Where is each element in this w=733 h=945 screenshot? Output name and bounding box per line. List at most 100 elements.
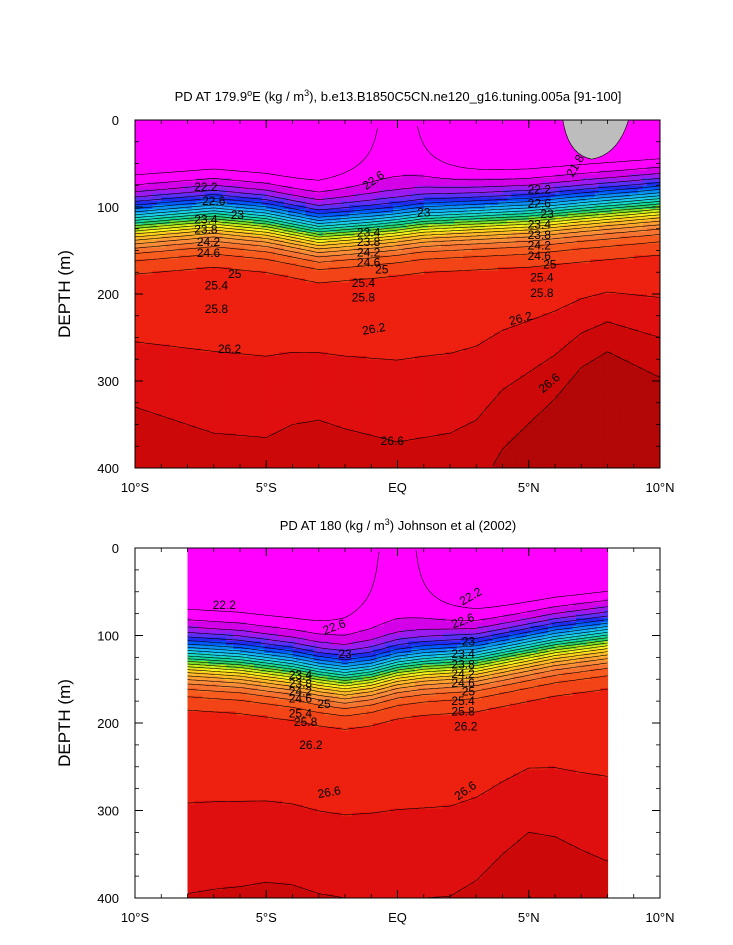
density-cell [191,154,197,160]
density-cell [191,321,197,326]
density-cell [353,340,359,345]
density-cell [213,263,219,268]
density-cell [218,263,224,268]
density-cell [301,371,307,376]
density-cell [310,448,315,454]
density-cell [292,352,298,357]
density-cell [362,440,368,446]
density-cell [156,251,162,256]
density-cell [327,208,333,214]
density-cell [366,205,372,210]
density-cell [174,433,180,438]
density-cell [261,185,267,191]
density-cell [279,251,285,256]
density-cell [314,355,320,361]
density-cell [187,317,193,322]
density-cell [139,243,145,249]
density-cell [318,251,324,256]
density-cell [161,332,167,338]
density-cell [358,421,364,427]
density-cell [143,348,149,353]
density-cell [362,158,368,164]
density-cell [310,290,315,295]
density-cell [358,216,364,222]
density-cell [218,460,224,465]
density-cell [218,162,224,167]
density-cell [323,417,329,423]
density-cell [310,340,315,345]
density-cell [209,363,215,369]
density-cell [353,162,359,167]
density-cell [296,352,302,357]
density-cell [327,437,333,442]
density-cell [318,410,324,415]
density-cell [371,402,377,407]
density-cell [226,433,232,438]
density-cell [244,158,250,164]
density-cell [148,324,154,330]
density-cell [183,324,189,330]
density-cell [253,236,259,241]
density-cell [143,239,149,245]
density-cell [331,201,337,206]
density-cell [161,359,167,365]
density-cell [174,429,180,434]
density-cell [253,166,259,171]
density-cell [156,212,162,218]
density-cell [323,147,329,152]
density-cell [178,178,184,183]
density-cell [161,352,167,357]
density-cell [170,147,175,152]
density-cell [310,201,315,206]
density-cell [139,452,145,457]
density-cell [200,355,206,361]
density-cell [314,290,320,295]
density-cell [205,131,210,137]
density-cell [318,205,324,210]
density-cell [213,290,219,295]
density-cell [148,251,154,256]
density-cell [362,139,368,144]
density-cell [213,282,219,287]
density-cell [336,205,342,210]
density-cell [305,394,311,399]
density-cell [288,340,294,345]
density-cell [345,123,350,129]
density-cell [244,197,250,202]
density-cell [156,324,162,330]
density-cell [187,301,193,307]
density-cell [279,382,285,388]
density-cell [375,135,381,140]
density-cell [148,382,154,388]
density-cell [288,208,294,214]
density-cell [213,305,219,311]
density-cell [235,425,241,430]
density-cell [301,398,307,403]
density-cell [191,224,197,229]
density-cell [296,150,302,156]
density-cell [283,344,289,349]
density-cell [305,123,311,129]
density-cell [209,290,215,295]
density-cell [349,294,355,299]
density-cell [205,212,210,218]
density-cell [296,398,302,403]
density-cell [187,464,193,468]
density-cell [205,274,210,280]
density-cell [226,286,232,291]
density-cell [174,135,180,140]
density-cell [270,437,276,442]
density-cell [345,410,350,415]
density-cell [340,313,346,318]
density-cell [231,348,237,353]
density-cell [266,402,272,407]
density-cell [288,355,294,361]
density-cell [222,158,228,164]
density-cell [266,290,272,295]
density-cell [275,274,280,280]
density-cell [340,178,346,183]
density-cell [222,386,228,392]
density-cell [161,460,167,465]
density-cell [358,224,364,229]
density-cell [183,367,189,372]
